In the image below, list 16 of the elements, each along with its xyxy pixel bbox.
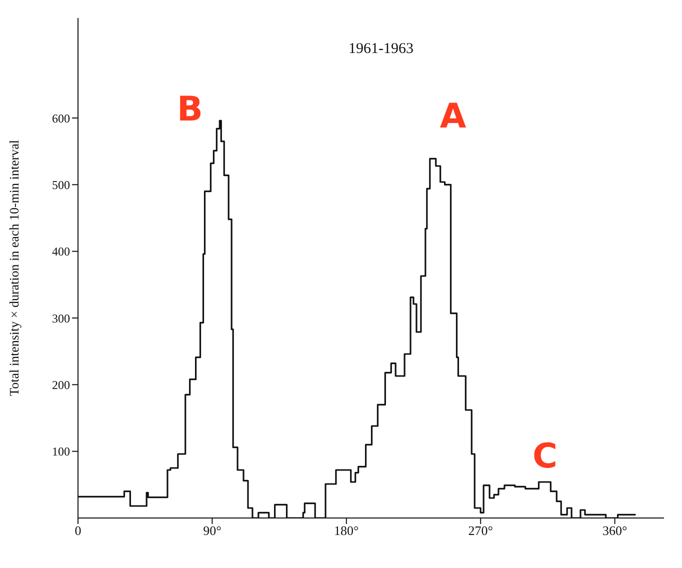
annotation: C: [532, 436, 558, 476]
y-tick-label: 300: [52, 311, 70, 326]
y-axis-title: Total intensity × duration in each 10-min interval: [6, 140, 22, 396]
x-tick-label: 180°: [334, 523, 359, 538]
x-tick-label: 90°: [203, 523, 222, 538]
y-tick-label: 100: [52, 444, 70, 459]
x-tick-label: 270°: [468, 523, 493, 538]
text: 1961-1963: [348, 41, 414, 57]
y-tick-label: 200: [52, 378, 70, 392]
x-tick-label: 0: [74, 523, 82, 538]
annotation: B: [177, 89, 203, 130]
y-tick-label: 600: [52, 111, 70, 126]
y-tick-label: 500: [52, 178, 70, 192]
annotation: A: [440, 96, 467, 136]
y-tick-label: 400: [52, 244, 70, 259]
x-tick-label: 360°: [602, 523, 628, 538]
